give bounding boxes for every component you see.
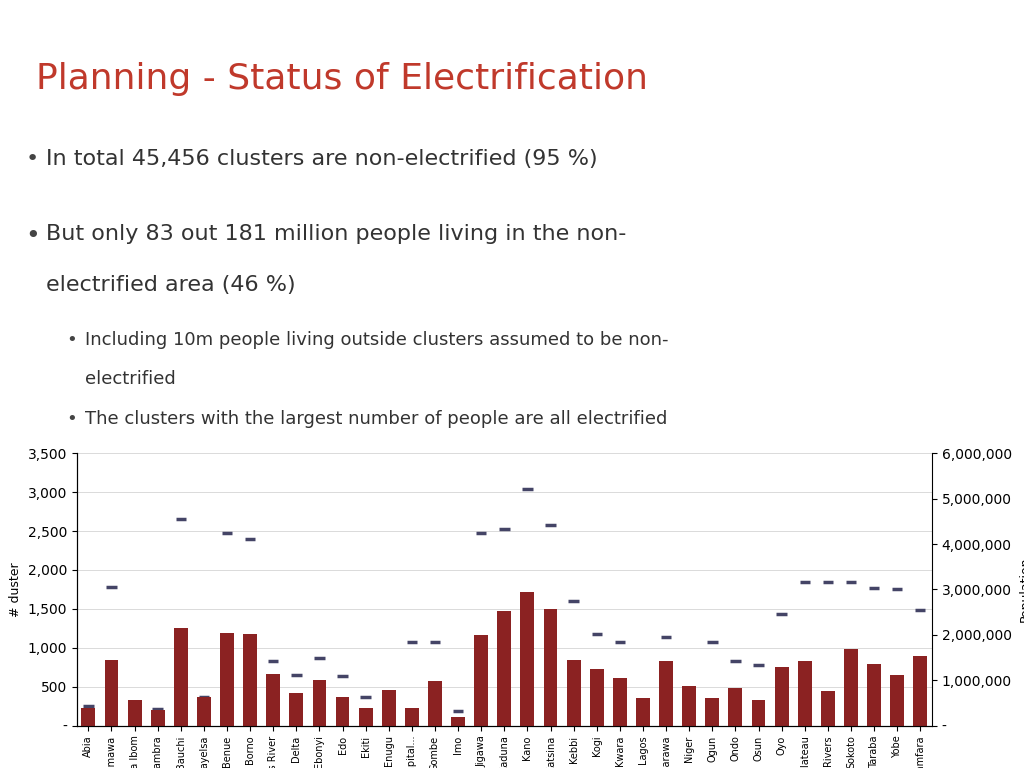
Bar (312, 680, 327, 726)
Bar (358, 709, 373, 726)
Bar (659, 660, 673, 726)
Text: The clusters with the largest number of people are all electrified: The clusters with the largest number of … (85, 410, 668, 428)
Y-axis label: Population: Population (1019, 557, 1024, 622)
Text: •: • (67, 331, 77, 349)
Bar (520, 591, 535, 726)
Bar (82, 709, 95, 726)
Bar (867, 664, 881, 726)
Bar (544, 609, 557, 726)
Bar (613, 677, 627, 726)
Bar (474, 635, 488, 726)
Bar (636, 699, 650, 726)
Bar (498, 611, 511, 726)
Bar (382, 690, 395, 726)
Bar (266, 674, 281, 726)
Bar (197, 697, 211, 726)
Text: Planning - Status of Electrification: Planning - Status of Electrification (36, 61, 648, 96)
Bar (752, 700, 766, 726)
Bar (590, 668, 604, 726)
Bar (798, 660, 812, 726)
Text: •: • (67, 410, 77, 428)
Bar (404, 709, 419, 726)
Bar (706, 698, 719, 726)
Bar (336, 697, 349, 726)
Bar (428, 681, 442, 726)
Text: But only 83 out 181 million people living in the non-: But only 83 out 181 million people livin… (46, 224, 627, 244)
Bar (728, 688, 742, 726)
Text: •: • (26, 149, 39, 169)
Bar (220, 633, 233, 726)
Text: •: • (26, 224, 40, 248)
Text: electrified: electrified (85, 370, 176, 389)
Bar (775, 667, 788, 726)
Bar (913, 656, 927, 726)
Bar (290, 693, 303, 726)
Bar (566, 660, 581, 726)
Y-axis label: # duster: # duster (9, 562, 23, 617)
Bar (243, 634, 257, 726)
Bar (821, 691, 835, 726)
Bar (151, 710, 165, 726)
Bar (682, 687, 696, 726)
Text: electrified area (46 %): electrified area (46 %) (46, 276, 296, 296)
Bar (174, 627, 187, 726)
Bar (844, 648, 858, 726)
Text: Including 10m people living outside clusters assumed to be non-: Including 10m people living outside clus… (85, 331, 669, 349)
Bar (452, 717, 465, 726)
Text: In total 45,456 clusters are non-electrified (95 %): In total 45,456 clusters are non-electri… (46, 149, 598, 169)
Bar (104, 660, 119, 726)
Bar (128, 700, 141, 726)
Bar (890, 675, 904, 726)
